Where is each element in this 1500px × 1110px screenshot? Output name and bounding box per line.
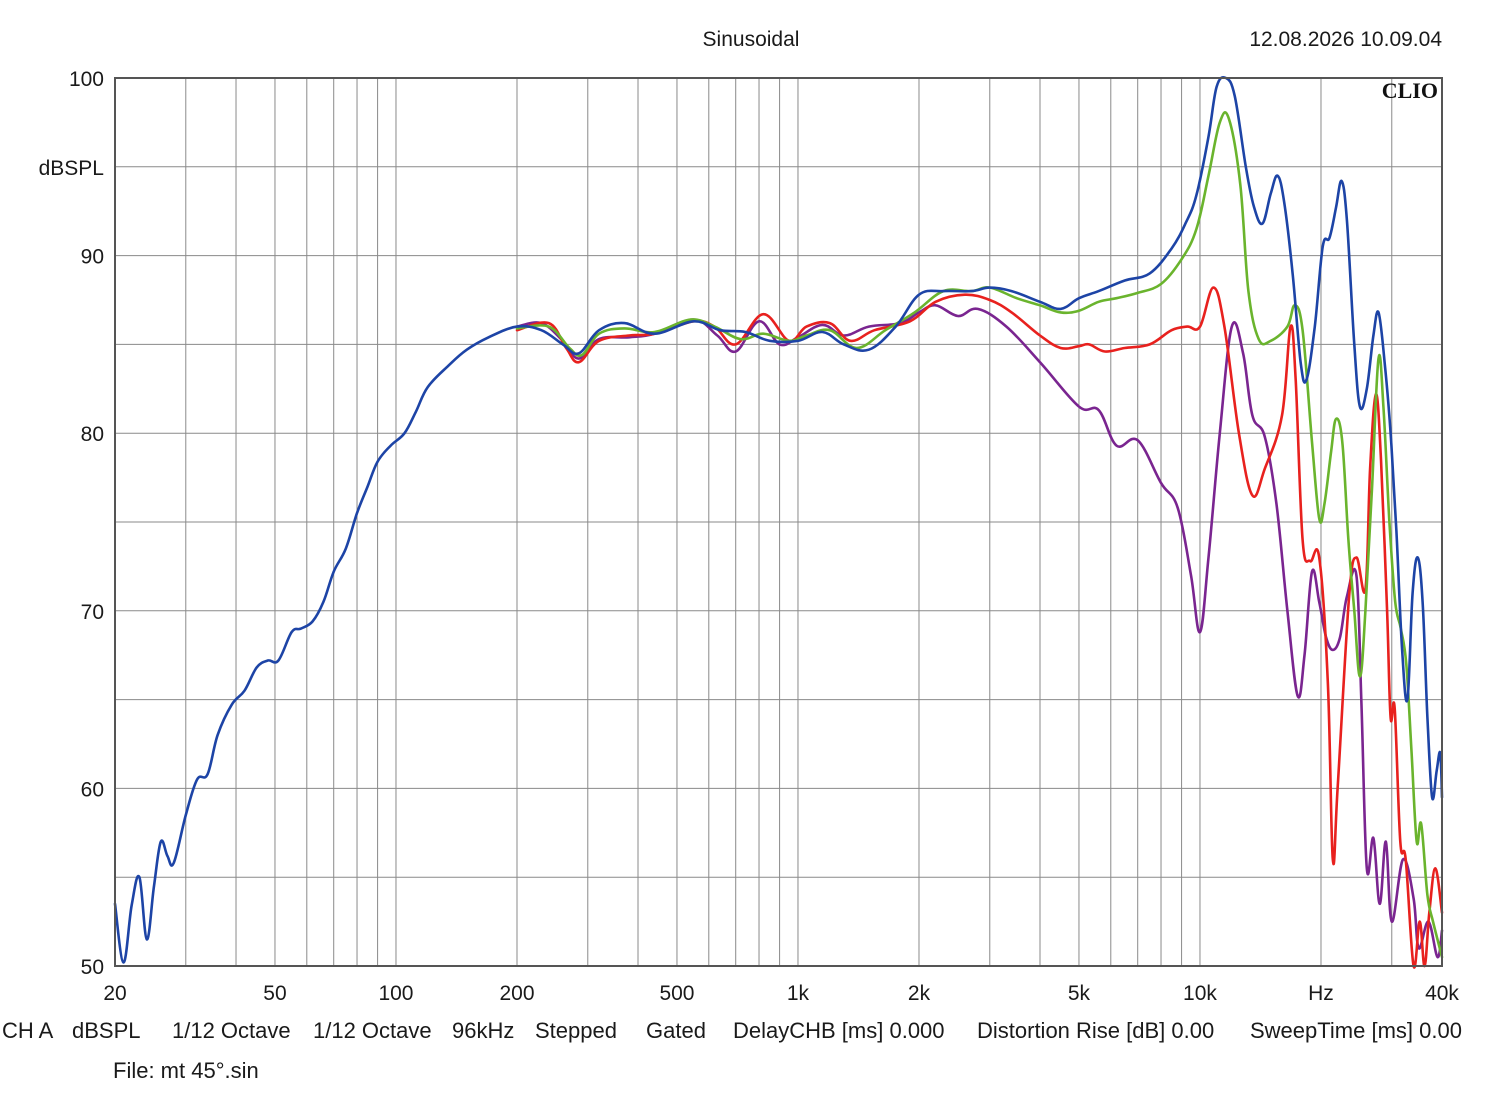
setting-channel: CH A: [2, 1018, 54, 1043]
file-name: File: mt 45°.sin: [113, 1058, 259, 1083]
y-tick-labels: 100 90 80 70 60 50: [69, 68, 104, 979]
y-tick-label: 100: [69, 68, 104, 91]
series-group: [113, 75, 1444, 969]
setting-smoothing: 1/12 Octave: [172, 1018, 291, 1043]
series-line-3: [515, 111, 1444, 959]
setting-sweep-mode: Stepped: [535, 1018, 617, 1043]
series-line-4: [113, 75, 1444, 964]
measurement-settings-bar: CH A dBSPL 1/12 Octave 1/12 Octave 96kHz…: [0, 1016, 1500, 1046]
series-line-1: [515, 303, 1444, 959]
brand-logo: CLIO: [1382, 78, 1438, 103]
x-tick-label: 40k: [1425, 982, 1459, 1005]
x-tick-label: 200: [499, 982, 534, 1005]
setting-sample-rate: 96kHz: [452, 1018, 515, 1043]
chart-title: Sinusoidal: [703, 28, 800, 51]
x-tick-label: 100: [378, 982, 413, 1005]
x-tick-label: Hz: [1308, 982, 1334, 1005]
y-tick-label: 70: [81, 601, 104, 624]
x-tick-labels: 20 50 100 200 500 1k 2k 5k 10k Hz 40k: [103, 982, 1459, 1005]
setting-window: Gated: [646, 1018, 706, 1043]
setting-delay: DelayCHB [ms] 0.000: [733, 1018, 945, 1043]
x-tick-label: 20: [103, 982, 126, 1005]
y-tick-label: 50: [81, 956, 104, 979]
setting-sweep-time: SweepTime [ms] 0.00: [1250, 1018, 1462, 1043]
setting-distortion-rise: Distortion Rise [dB] 0.00: [977, 1018, 1215, 1043]
x-tick-label: 2k: [908, 982, 931, 1005]
x-tick-label: 10k: [1183, 982, 1217, 1005]
setting-resolution: 1/12 Octave: [313, 1018, 432, 1043]
plot-frame: [114, 77, 1443, 967]
y-tick-label: 90: [81, 246, 104, 269]
y-axis-label: dBSPL: [39, 157, 104, 180]
setting-unit: dBSPL: [72, 1018, 141, 1043]
frequency-response-chart: Sinusoidal 12.08.2026 10.09.04 dBSPL CLI…: [39, 28, 1460, 1005]
timestamp: 12.08.2026 10.09.04: [1249, 28, 1442, 51]
y-tick-label: 80: [81, 423, 104, 446]
series-line-2: [515, 286, 1444, 969]
y-tick-label: 60: [81, 778, 104, 801]
x-tick-label: 5k: [1068, 982, 1091, 1005]
x-tick-label: 500: [659, 982, 694, 1005]
x-tick-label: 1k: [787, 982, 810, 1005]
x-tick-label: 50: [263, 982, 286, 1005]
